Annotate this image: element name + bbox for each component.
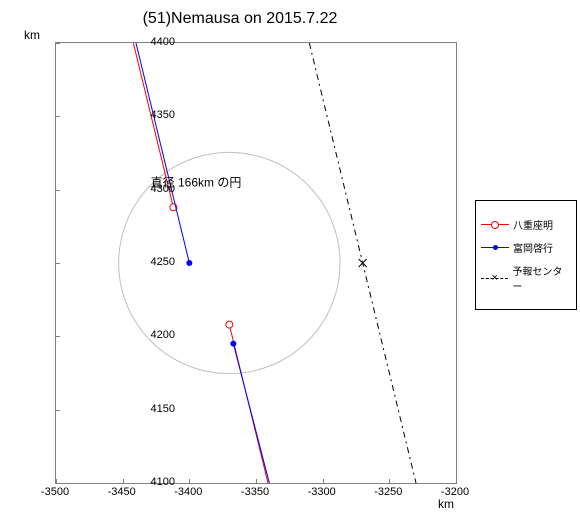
- legend-swatch: [481, 219, 509, 231]
- x-tick-label: -3300: [308, 486, 336, 498]
- y-axis-unit: km: [24, 28, 40, 42]
- x-axis-unit: km: [438, 497, 454, 511]
- y-tick-label: 4200: [135, 329, 175, 341]
- legend-label: 予報センター: [512, 263, 571, 293]
- plot-area: 直径 166km の円: [55, 42, 457, 484]
- y-tick-label: 4300: [135, 183, 175, 195]
- x-tick-label: -3200: [441, 486, 469, 498]
- chart-title: (51)Nemausa on 2015.7.22: [0, 10, 480, 28]
- x-tick-label: -3450: [108, 486, 136, 498]
- legend-label: 富岡啓行: [513, 240, 553, 255]
- legend-marker-icon: ×: [491, 273, 497, 284]
- legend-swatch: ×: [481, 272, 508, 284]
- chart-container: (51)Nemausa on 2015.7.22 km km 直径 166km …: [0, 0, 580, 517]
- legend-marker-icon: [493, 245, 498, 250]
- legend: 八重座明富岡啓行 × 予報センター: [475, 200, 577, 310]
- legend-marker-icon: [491, 221, 499, 229]
- legend-item: × 予報センター: [481, 263, 571, 293]
- x-tick-label: -3250: [374, 486, 402, 498]
- legend-swatch: [481, 242, 509, 254]
- y-tick-label: 4250: [135, 256, 175, 268]
- y-tick-label: 4400: [135, 36, 175, 48]
- plot-svg: [56, 43, 456, 483]
- x-tick-label: -3350: [241, 486, 269, 498]
- legend-item: 富岡啓行: [481, 240, 571, 255]
- y-tick-label: 4100: [135, 476, 175, 488]
- legend-label: 八重座明: [513, 217, 553, 232]
- y-tick-label: 4350: [135, 109, 175, 121]
- legend-item: 八重座明: [481, 217, 571, 232]
- x-tick-label: -3400: [174, 486, 202, 498]
- x-tick-label: -3500: [41, 486, 69, 498]
- y-tick-label: 4150: [135, 403, 175, 415]
